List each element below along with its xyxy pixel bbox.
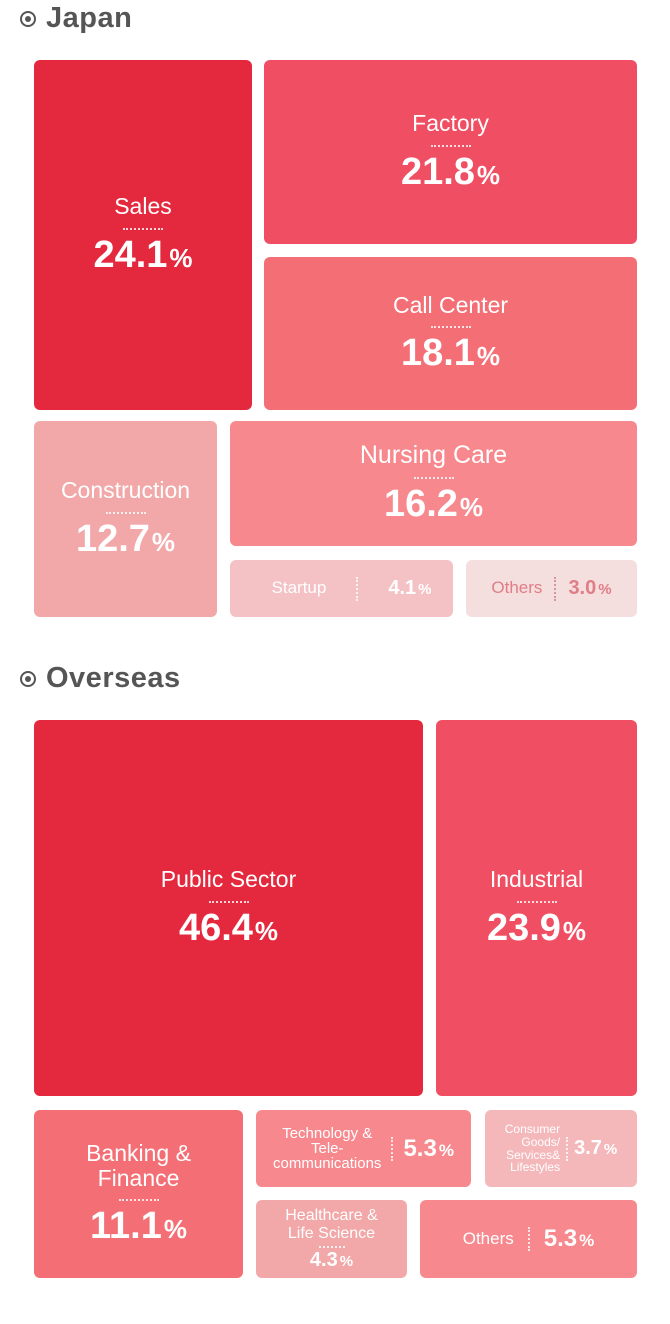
section-title-text: Japan [46,2,133,34]
tile-label: Others [462,1228,514,1248]
tile-percent: 24.1% [93,233,193,276]
dotted-divider [356,576,359,601]
tile-label: Consumer Goods/ Services& Lifestyles [504,1122,561,1175]
tile-industrial: Industrial 23.9% [436,720,637,1096]
tile-percent: 46.4% [178,906,279,949]
tile-percent: 3.0% [568,577,612,599]
tile-label: Sales [114,193,172,220]
tile-label: Factory [412,110,489,137]
tile-factory: Factory 21.8% [264,60,637,244]
tile-percent: 5.3% [403,1134,454,1162]
tile-others-japan: Others 3.0% [466,560,637,617]
tile-nursing-care: Nursing Care 16.2% [230,421,637,546]
radio-dot-icon [20,670,36,687]
tile-percent: 21.8% [400,150,501,193]
tile-percent: 3.7% [574,1137,618,1159]
dotted-divider [527,1227,530,1251]
tile-label: Industrial [489,866,584,893]
section-title-text: Overseas [46,662,181,694]
tile-percent: 23.9% [486,906,587,949]
radio-dot-icon [20,10,36,27]
tile-label: Technology & Tele- communications [273,1125,382,1172]
tile-percent: 4.1% [388,577,432,599]
tile-label: Startup [271,578,327,598]
dotted-divider [430,326,471,329]
dotted-divider [118,1199,159,1202]
tile-banking-finance: Banking & Finance 11.1% [34,1110,243,1278]
tile-percent: 5.3% [543,1225,595,1253]
tile-sales: Sales 24.1% [34,60,252,410]
dotted-divider [413,477,454,480]
dotted-divider [105,511,146,514]
tile-percent: 11.1% [90,1205,187,1248]
tile-percent: 16.2% [383,483,484,526]
tile-percent: 18.1% [400,332,501,375]
dotted-divider [318,1246,345,1249]
tile-label: Construction [60,477,191,504]
tile-technology-telecom: Technology & Tele- communications 5.3% [256,1110,471,1187]
tile-public-sector: Public Sector 46.4% [34,720,423,1096]
tile-construction: Construction 12.7% [34,421,217,617]
tile-percent: 4.3% [309,1249,354,1272]
tile-startup: Startup 4.1% [230,560,453,617]
tile-percent: 12.7% [75,517,176,560]
tile-call-center: Call Center 18.1% [264,257,637,410]
tile-label: Public Sector [160,866,297,893]
section-title-overseas: Overseas [20,662,181,695]
dotted-divider [554,576,557,601]
dotted-divider [516,900,557,903]
dotted-divider [208,900,249,903]
tile-consumer-goods: Consumer Goods/ Services& Lifestyles 3.7… [485,1110,637,1187]
tile-label: Healthcare & Life Science [285,1206,378,1242]
tile-healthcare-life-science: Healthcare & Life Science 4.3% [256,1200,407,1278]
dotted-divider [566,1136,569,1161]
tile-label: Call Center [392,291,509,318]
tile-label: Nursing Care [359,440,508,469]
dotted-divider [430,144,471,147]
tile-label: Banking & Finance [86,1139,191,1192]
tile-others-overseas: Others 5.3% [420,1200,637,1278]
section-title-japan: Japan [20,2,132,35]
tile-label: Others [491,578,543,598]
dotted-divider [123,227,163,230]
dotted-divider [391,1136,394,1161]
